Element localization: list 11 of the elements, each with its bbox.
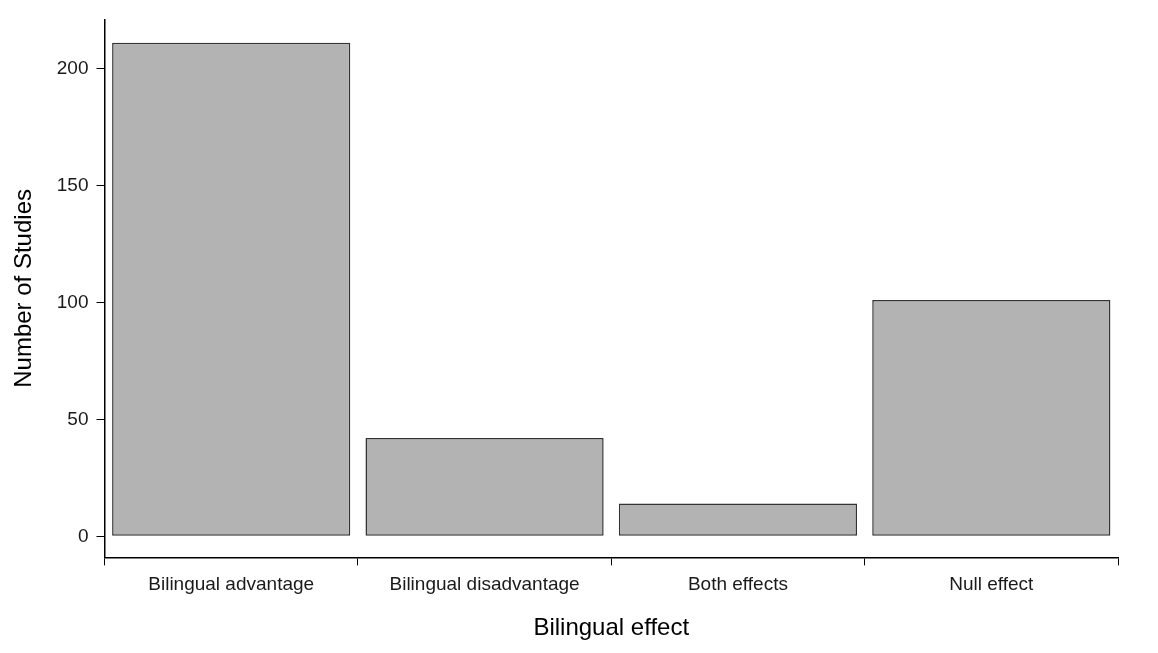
x-tick-label: Bilingual disadvantage — [389, 573, 580, 595]
y-tick-label: 100 — [56, 290, 89, 312]
y-tick-label: 50 — [67, 407, 89, 429]
y-tick-label: 0 — [77, 524, 89, 546]
y-axis-title: Number of Studies — [9, 189, 37, 388]
x-tick-label: Bilingual advantage — [148, 573, 315, 595]
y-tick-label: 200 — [56, 56, 89, 78]
x-axis-title: Bilingual effect — [533, 613, 690, 641]
x-tick-label: Both effects — [687, 573, 788, 595]
x-tick-label: Null effect — [949, 573, 1035, 595]
y-tick-label: 150 — [56, 173, 89, 195]
